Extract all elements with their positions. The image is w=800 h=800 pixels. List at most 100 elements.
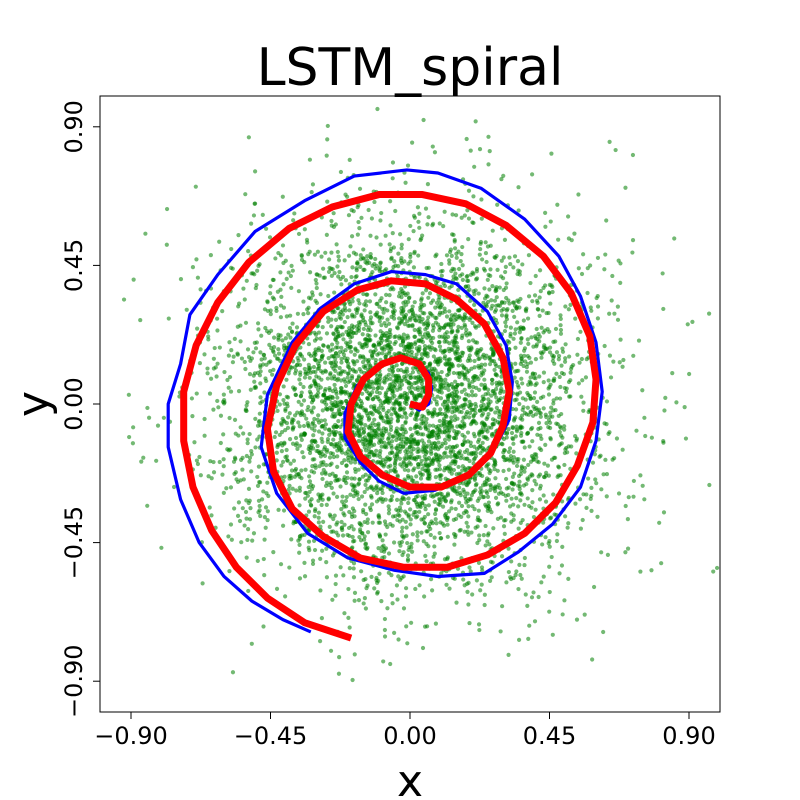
scatter-point: [586, 409, 591, 415]
scatter-point: [300, 411, 305, 416]
scatter-point: [306, 311, 311, 316]
scatter-point: [256, 510, 261, 515]
scatter-point: [405, 553, 411, 558]
scatter-point: [537, 268, 543, 273]
scatter-point: [202, 433, 207, 438]
scatter-point: [557, 374, 562, 380]
scatter-point: [453, 271, 458, 276]
scatter-point: [370, 421, 375, 426]
scatter-point: [341, 511, 346, 516]
scatter-point: [521, 318, 526, 323]
scatter-point: [296, 289, 301, 294]
scatter-point: [246, 588, 251, 594]
scatter-point: [382, 462, 387, 467]
scatter-point: [360, 391, 365, 396]
scatter-point: [302, 375, 308, 380]
scatter-point: [490, 421, 495, 427]
scatter-point: [352, 514, 357, 519]
scatter-point: [406, 335, 411, 340]
scatter-point: [562, 450, 567, 456]
scatter-point: [482, 386, 487, 391]
scatter-point: [347, 325, 352, 331]
scatter-point: [164, 242, 169, 247]
scatter-point: [481, 434, 486, 439]
scatter-point: [209, 476, 214, 481]
scatter-point: [330, 267, 335, 272]
scatter-point: [359, 569, 364, 574]
scatter-point: [483, 543, 488, 548]
scatter-point: [481, 533, 486, 538]
scatter-point: [348, 378, 353, 383]
scatter-point: [258, 350, 263, 355]
scatter-point: [216, 405, 221, 410]
scatter-point: [549, 554, 554, 560]
scatter-point: [415, 441, 420, 446]
scatter-point: [361, 507, 366, 513]
scatter-point: [381, 310, 386, 315]
scatter-point: [367, 333, 372, 339]
scatter-point: [533, 357, 538, 362]
scatter-point: [391, 540, 397, 545]
scatter-point: [221, 457, 226, 462]
scatter-point: [525, 430, 531, 435]
scatter-point: [417, 315, 422, 321]
scatter-point: [244, 453, 249, 459]
scatter-point: [483, 427, 488, 432]
scatter-point: [405, 540, 410, 546]
scatter-point: [401, 459, 406, 465]
scatter-point: [328, 450, 333, 456]
scatter-point: [243, 509, 249, 515]
scatter-point: [579, 394, 584, 399]
scatter-point: [501, 524, 507, 529]
scatter-point: [351, 421, 357, 427]
scatter-point: [365, 517, 370, 522]
scatter-point: [444, 454, 450, 459]
scatter-point: [539, 436, 544, 442]
scatter-point: [413, 313, 418, 318]
scatter-point: [363, 322, 368, 327]
scatter-point: [420, 413, 425, 419]
scatter-point: [659, 561, 664, 566]
scatter-point: [363, 423, 368, 428]
scatter-point: [556, 353, 562, 359]
scatter-point: [243, 366, 248, 372]
scatter-point: [525, 405, 530, 410]
scatter-point: [510, 474, 515, 479]
scatter-point: [403, 430, 409, 435]
scatter-point: [246, 486, 252, 491]
scatter-point: [373, 312, 378, 317]
scatter-point: [526, 636, 531, 641]
scatter-point: [352, 652, 357, 657]
scatter-point: [347, 308, 352, 313]
scatter-point: [408, 462, 413, 467]
scatter-point: [255, 268, 260, 273]
scatter-point: [369, 216, 374, 221]
scatter-point: [387, 451, 393, 456]
scatter-point: [369, 404, 374, 409]
scatter-point: [233, 470, 238, 475]
scatter-point: [291, 218, 296, 223]
scatter-point: [568, 370, 573, 375]
scatter-point: [473, 483, 478, 488]
scatter-point: [454, 316, 459, 322]
scatter-point: [436, 440, 441, 445]
scatter-point: [448, 454, 454, 459]
scatter-point: [314, 285, 319, 291]
scatter-point: [343, 498, 349, 504]
scatter-point: [318, 556, 323, 561]
scatter-point: [338, 433, 343, 438]
scatter-point: [544, 414, 549, 420]
scatter-point: [376, 406, 382, 411]
scatter-point: [484, 259, 489, 265]
scatter-point: [258, 423, 263, 428]
scatter-point: [247, 431, 252, 437]
scatter-point: [458, 424, 463, 430]
scatter-point: [245, 441, 250, 446]
scatter-point: [345, 194, 350, 199]
scatter-point: [365, 396, 370, 401]
scatter-point: [440, 521, 445, 526]
scatter-point: [477, 627, 482, 633]
scatter-point: [336, 353, 341, 358]
scatter-point: [375, 491, 380, 496]
scatter-point: [457, 313, 462, 319]
